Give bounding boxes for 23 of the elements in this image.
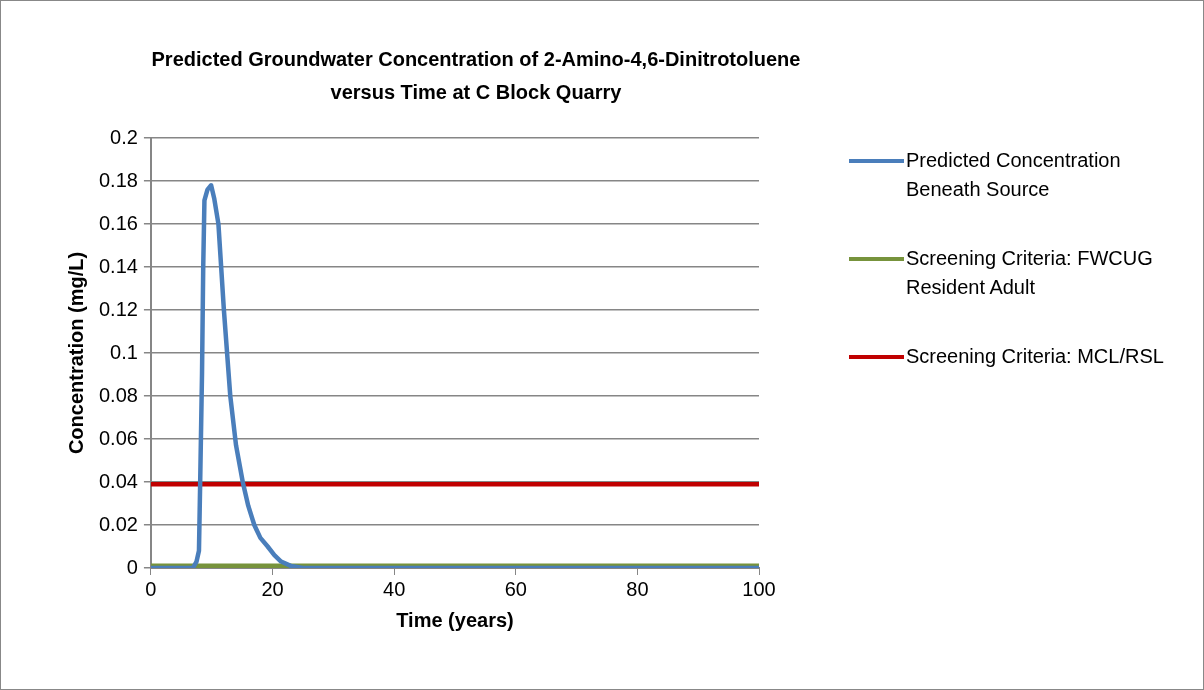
- y-tick-label: 0.08: [98, 383, 138, 406]
- y-tick-label: 0.16: [98, 211, 138, 234]
- y-tick-label: 0.1: [110, 340, 138, 363]
- y-tick-label: 0: [126, 555, 138, 578]
- x-tick-label: 60: [504, 577, 527, 600]
- legend-label: Predicted Concentration Beneath Source: [905, 148, 1122, 202]
- x-tick-label: 40: [383, 577, 406, 600]
- y-tick-label: 0.18: [98, 168, 138, 191]
- legend-label: Screening Criteria: MCL/RSL: [905, 344, 1165, 369]
- y-tick-label: 0.06: [98, 426, 138, 449]
- chart-title: Predicted Groundwater Concentration of 2-Amino-4,6-Dinitrotoluene versus Time at C Block Quarry: [150, 47, 802, 105]
- x-axis-title: Time (years): [396, 608, 514, 631]
- y-tick-label: 0.02: [98, 512, 138, 535]
- x-tick-label: 100: [742, 577, 776, 600]
- x-tick-label: 0: [145, 577, 157, 600]
- y-tick-label: 0.14: [98, 254, 138, 277]
- legend-label: Screening Criteria: FWCUG Resident Adult: [905, 246, 1154, 300]
- x-tick-label: 80: [626, 577, 649, 600]
- y-axis-title: Concentration (mg/L): [64, 251, 87, 455]
- y-tick-label: 0.04: [98, 469, 138, 492]
- y-tick-label: 0.12: [98, 297, 138, 320]
- x-tick-label: 20: [261, 577, 284, 600]
- y-tick-label: 0.2: [110, 125, 138, 148]
